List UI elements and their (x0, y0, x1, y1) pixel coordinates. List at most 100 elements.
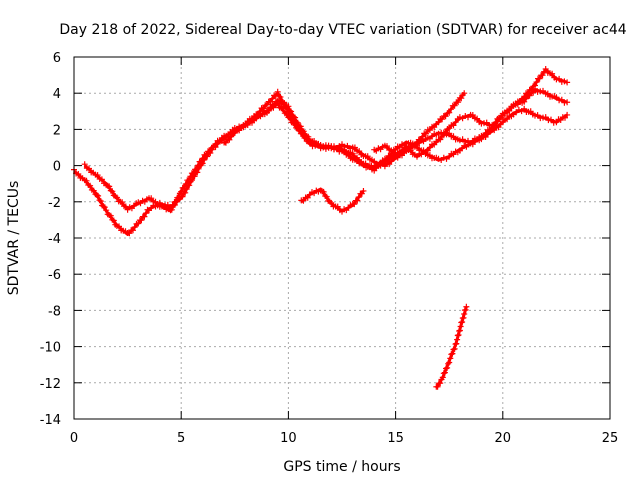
data-point (355, 194, 362, 201)
series-path (83, 68, 568, 213)
data-point (455, 99, 462, 106)
data-point (439, 374, 446, 381)
data-point (141, 213, 148, 220)
data-point (281, 100, 288, 107)
data-point (499, 119, 506, 126)
data-point (333, 145, 340, 152)
y-tick-label: -2 (48, 196, 61, 211)
data-point (100, 203, 107, 210)
data-point (181, 184, 188, 191)
series-track-c (221, 88, 571, 172)
data-point (462, 138, 469, 145)
data-layer (71, 66, 571, 390)
data-point (302, 134, 309, 140)
data-point (87, 182, 94, 189)
x-tick-label: 10 (280, 431, 297, 446)
data-point (452, 119, 459, 126)
data-point (216, 138, 223, 144)
data-point (199, 155, 206, 162)
data-point (228, 133, 235, 140)
data-point (512, 101, 519, 108)
data-point (306, 140, 313, 147)
data-point (131, 224, 138, 231)
data-point (349, 150, 356, 157)
data-point (435, 119, 442, 126)
y-tick-label: -4 (48, 232, 61, 247)
data-point (431, 124, 438, 131)
data-point (442, 113, 449, 120)
data-point (285, 108, 292, 115)
y-tick-label: -10 (40, 341, 61, 356)
data-point (455, 332, 462, 338)
data-point (440, 154, 447, 161)
data-point (170, 202, 177, 209)
data-point (195, 162, 201, 169)
data-point (521, 93, 528, 100)
data-point (384, 143, 390, 150)
y-tick-label: 2 (53, 123, 61, 138)
data-point (341, 148, 348, 155)
data-point (152, 198, 159, 205)
data-point (539, 72, 546, 79)
data-point (457, 323, 464, 330)
data-point (558, 96, 565, 103)
data-point (249, 116, 255, 123)
data-point (451, 102, 458, 109)
data-point (354, 197, 361, 204)
data-point (300, 197, 307, 204)
data-point (242, 122, 249, 129)
data-point (426, 152, 433, 159)
data-point (542, 114, 549, 121)
data-point (420, 147, 427, 154)
data-point (126, 230, 133, 237)
data-point (178, 188, 185, 195)
data-point (182, 189, 189, 196)
data-point (255, 111, 261, 118)
data-point (175, 194, 182, 201)
data-point (446, 109, 453, 116)
data-point (299, 129, 306, 136)
data-point (453, 340, 460, 347)
y-axis-title: SDTVAR / TECUs (6, 181, 22, 296)
y-tick-label: -8 (48, 304, 61, 319)
data-point (83, 177, 90, 184)
data-point (107, 212, 114, 219)
data-point (451, 345, 458, 352)
data-point (446, 359, 453, 366)
y-tick-label: 4 (53, 87, 61, 102)
data-point (456, 137, 463, 144)
x-tick-label: 5 (177, 431, 185, 446)
data-point (90, 187, 97, 194)
data-point (116, 223, 122, 230)
data-point (292, 119, 299, 126)
data-point (101, 204, 108, 211)
data-point (447, 355, 454, 362)
data-point (95, 192, 102, 199)
series-segment-e (298, 187, 367, 215)
y-tick-label: 0 (53, 160, 61, 175)
data-point (122, 203, 129, 210)
data-point (93, 192, 100, 198)
data-point (161, 203, 167, 210)
data-point (441, 369, 448, 376)
data-point (86, 165, 92, 172)
data-point (388, 147, 395, 154)
data-point (414, 139, 420, 146)
data-point (448, 106, 454, 113)
data-point (450, 133, 457, 140)
y-tick-label: -6 (48, 268, 61, 283)
data-point (148, 195, 155, 202)
data-point (110, 217, 117, 224)
x-axis-title: GPS time / hours (283, 459, 400, 475)
data-point (345, 151, 352, 158)
data-point (445, 360, 452, 367)
data-point (549, 70, 556, 77)
data-point (206, 148, 213, 155)
data-point (109, 188, 116, 195)
data-point (461, 90, 468, 97)
data-point (210, 144, 217, 151)
chart-title: Day 218 of 2022, Sidereal Day-to-day VTE… (59, 22, 626, 38)
data-point (553, 94, 560, 101)
data-point (524, 90, 531, 97)
data-point (556, 75, 563, 82)
